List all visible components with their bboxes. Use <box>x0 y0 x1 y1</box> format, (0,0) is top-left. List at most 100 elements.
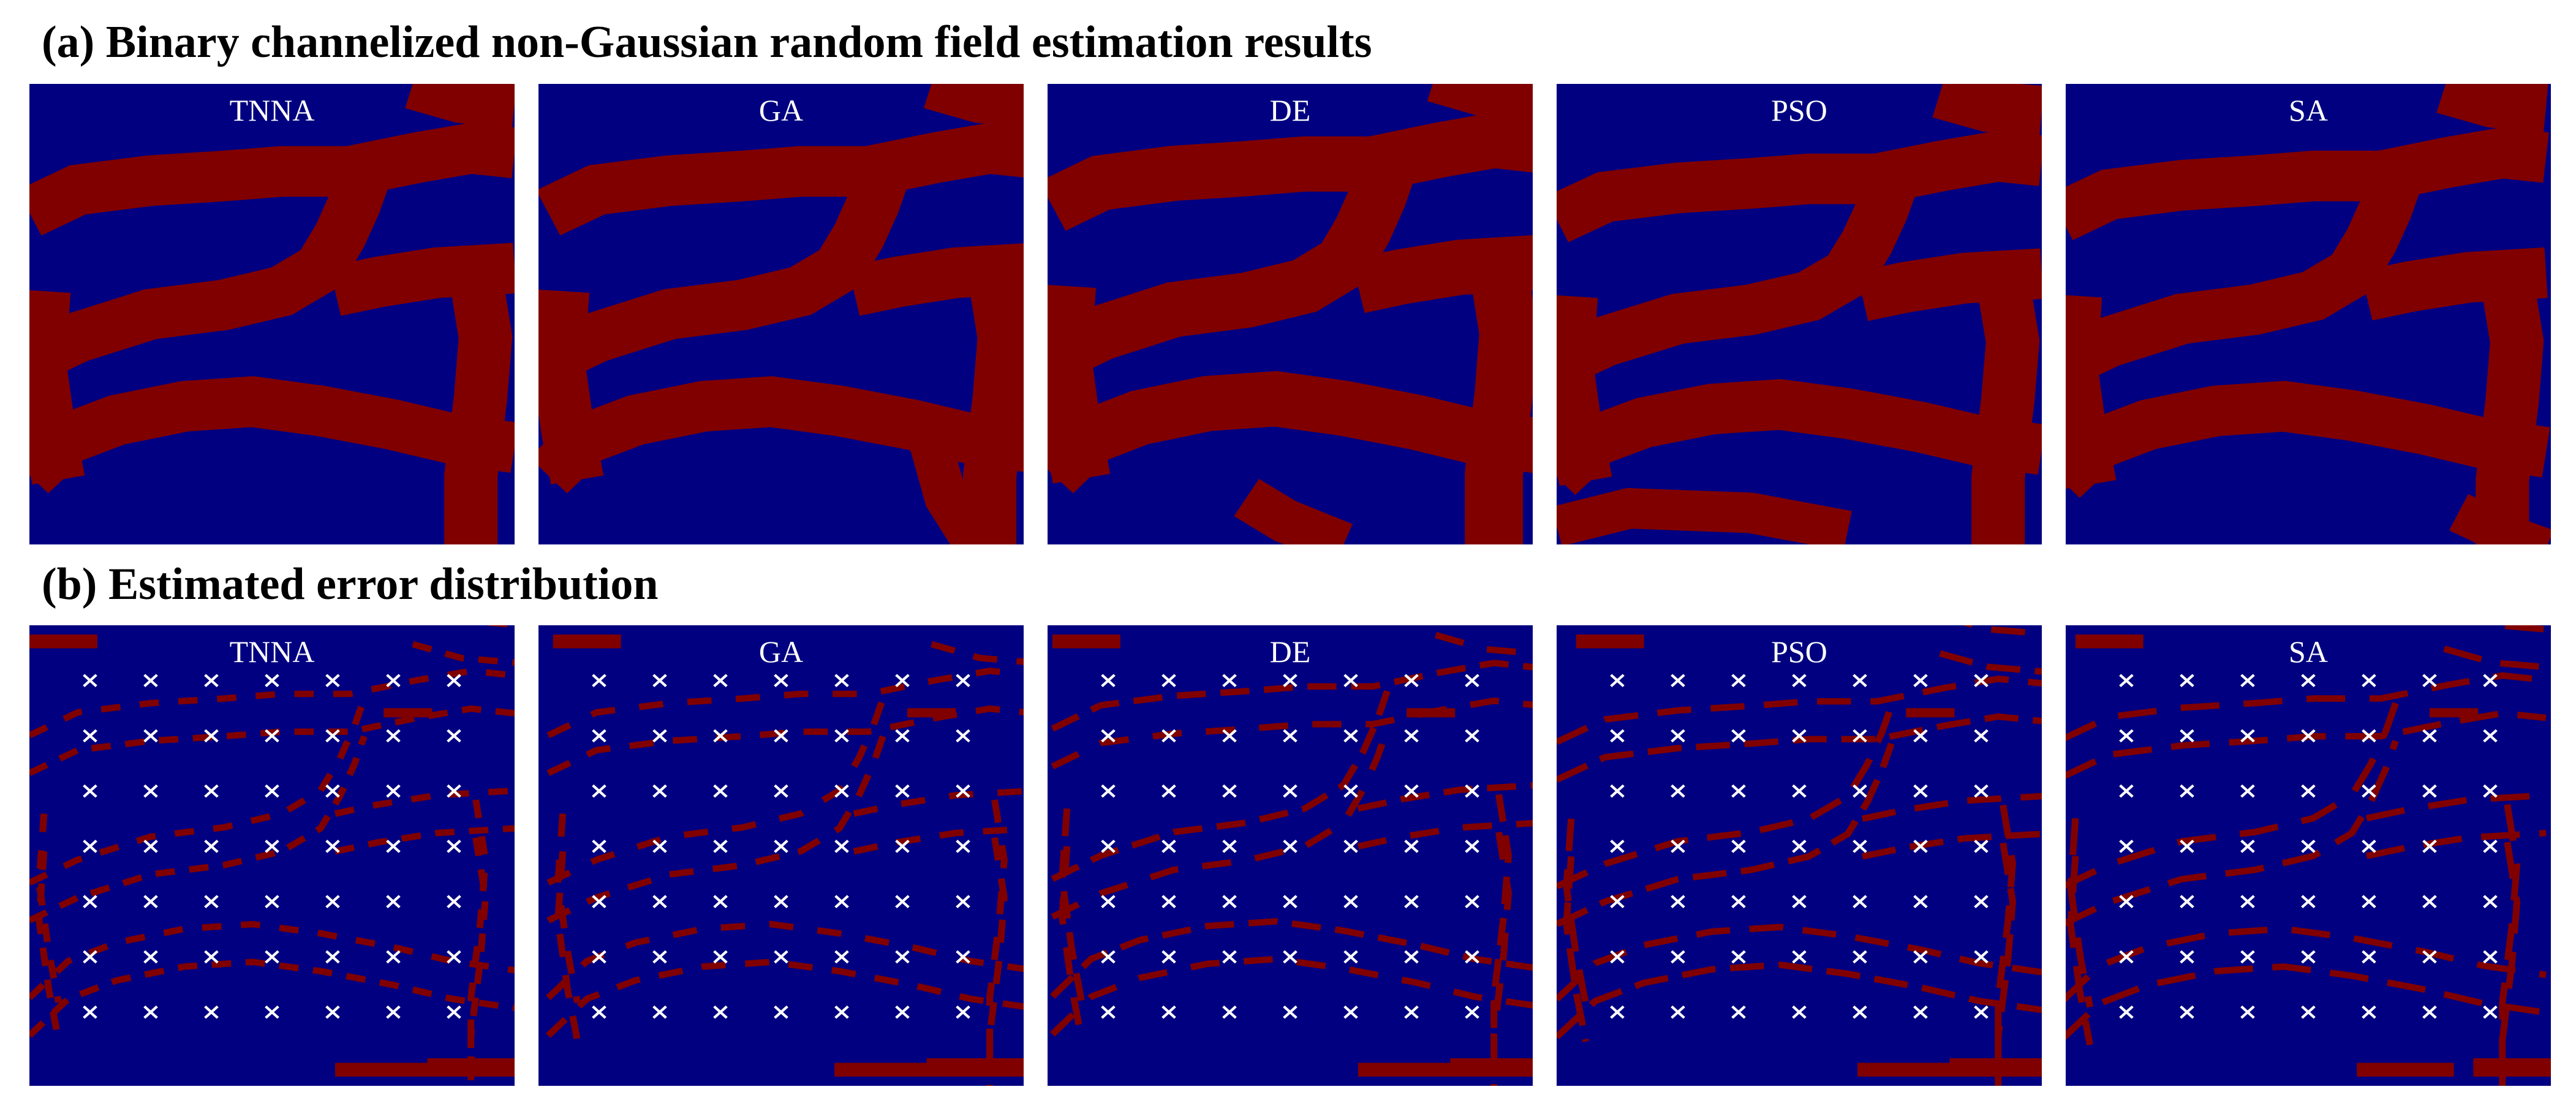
observation-marker <box>386 950 401 964</box>
error-segment <box>1557 924 2042 1002</box>
observation-marker <box>774 895 788 908</box>
observation-marker <box>592 950 606 964</box>
error-segment <box>1059 808 1085 1002</box>
observation-marker <box>1792 895 1807 908</box>
observation-marker <box>652 840 667 853</box>
observation-marker <box>83 784 97 798</box>
observation-marker <box>1101 840 1116 853</box>
channel-path <box>329 243 515 316</box>
field-panel-sa: SA <box>2066 84 2551 544</box>
panel-label: DE <box>1269 634 1311 669</box>
field-heatmap <box>2066 84 2551 544</box>
observation-marker <box>1731 840 1746 853</box>
observation-marker <box>1343 674 1358 688</box>
observation-marker <box>386 1005 401 1019</box>
error-panel-tnna: TNNA <box>29 625 515 1086</box>
observation-marker <box>1465 784 1479 798</box>
observation-marker <box>1222 950 1237 964</box>
channel-path <box>29 376 515 494</box>
error-segment <box>36 813 62 1003</box>
error-segment <box>334 825 515 855</box>
observation-marker <box>447 674 461 688</box>
observation-marker <box>2301 950 2316 964</box>
observation-marker <box>2483 895 2498 908</box>
error-segment <box>1490 794 1512 1067</box>
observation-marker <box>1465 729 1479 743</box>
observation-marker <box>895 895 910 908</box>
channel-path <box>963 273 1024 544</box>
error-segment <box>2365 792 2547 822</box>
error-blob <box>926 1058 1024 1077</box>
field-heatmap <box>1048 84 1533 544</box>
error-segment <box>1051 697 1533 770</box>
observation-marker <box>1731 1005 1746 1019</box>
observation-marker <box>1222 840 1237 853</box>
observation-marker <box>2119 1005 2134 1019</box>
observation-marker <box>2301 729 2316 743</box>
observation-marker <box>956 840 970 853</box>
field-heatmap <box>1557 84 2042 544</box>
error-segment <box>2066 925 2547 1003</box>
observation-marker <box>143 950 158 964</box>
channel-path <box>538 289 604 485</box>
observation-marker <box>447 895 461 908</box>
channel-path <box>1932 84 2042 137</box>
field-heatmap <box>29 84 515 544</box>
observation-marker <box>1222 784 1237 798</box>
error-heatmap <box>1048 625 1533 1086</box>
observation-marker <box>83 674 97 688</box>
observation-marker <box>1343 784 1358 798</box>
observation-marker <box>2362 784 2376 798</box>
channel-path <box>848 243 1024 316</box>
observation-marker <box>1343 895 1358 908</box>
observation-marker <box>1671 674 1685 688</box>
error-panel-ga: GA <box>538 625 1024 1086</box>
observation-marker <box>2301 674 2316 688</box>
observation-marker <box>2483 950 2498 964</box>
observation-marker <box>713 950 728 964</box>
channel-path <box>1351 235 1533 314</box>
observation-marker <box>1671 950 1685 964</box>
observation-marker <box>386 895 401 908</box>
observation-marker <box>895 784 910 798</box>
observation-marker <box>1731 895 1746 908</box>
error-heatmap <box>538 625 1024 1086</box>
observation-marker <box>1792 784 1807 798</box>
observation-marker <box>1404 1005 1419 1019</box>
observation-marker <box>2180 674 2194 688</box>
error-segment <box>2066 702 2399 889</box>
error-blob <box>1407 708 1456 718</box>
observation-marker <box>1853 1005 1867 1019</box>
error-segment <box>36 851 62 1041</box>
observation-marker <box>325 840 340 853</box>
observation-marker <box>2180 950 2194 964</box>
channel-path <box>538 168 908 383</box>
observation-marker <box>2240 950 2255 964</box>
observation-marker <box>1731 729 1746 743</box>
observation-marker <box>1343 729 1358 743</box>
observation-marker <box>1610 674 1625 688</box>
observation-marker <box>204 729 219 743</box>
error-panel-de: DE <box>1048 625 1533 1086</box>
observation-marker <box>1731 674 1746 688</box>
observation-marker <box>834 784 849 798</box>
observation-marker <box>1465 1005 1479 1019</box>
observation-marker <box>1913 674 1928 688</box>
error-blob <box>1906 708 1955 718</box>
observation-marker <box>956 784 970 798</box>
panel-label: GA <box>758 634 804 669</box>
error-segment <box>29 668 515 739</box>
observation-marker <box>1913 950 1928 964</box>
error-segment <box>1563 818 1589 1004</box>
observation-marker <box>2362 674 2376 688</box>
error-blob <box>1358 1063 1456 1077</box>
observation-marker <box>2240 895 2255 908</box>
observation-marker <box>2119 840 2134 853</box>
channel-path <box>1048 371 1533 494</box>
error-blob <box>427 1058 515 1077</box>
field-panel-tnna: TNNA <box>29 84 515 544</box>
observation-marker <box>592 840 606 853</box>
observation-marker <box>265 950 279 964</box>
section-a-title: (a) Binary channelized non-Gaussian rand… <box>42 17 1372 67</box>
observation-marker <box>2301 895 2316 908</box>
